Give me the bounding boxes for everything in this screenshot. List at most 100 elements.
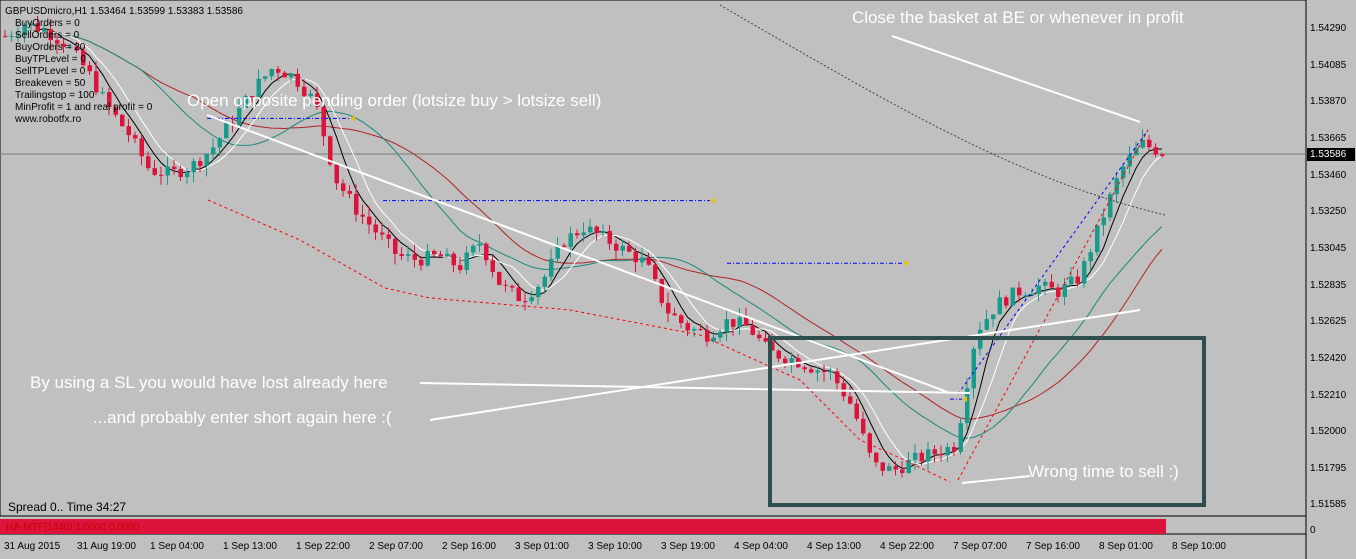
candle: [315, 93, 320, 107]
candle: [542, 276, 547, 287]
trade-line-buy: [957, 129, 1149, 395]
candle: [1121, 166, 1126, 179]
ea-param: BuyOrders = 0: [15, 18, 80, 29]
annotation-line: [206, 114, 951, 394]
candle: [341, 183, 346, 191]
candle: [724, 319, 729, 332]
candle: [269, 69, 274, 77]
candle: [308, 93, 313, 97]
candle: [971, 348, 976, 389]
candle: [276, 69, 281, 73]
candle: [94, 71, 99, 93]
candle: [1043, 281, 1048, 286]
candle: [289, 73, 294, 78]
pending-orders: [207, 115, 1149, 483]
candle: [685, 323, 690, 331]
candle: [874, 452, 879, 463]
chart-info: GBPUSDmicro,H1 1.53464 1.53599 1.53383 1…: [5, 6, 243, 126]
x-tick-label: 7 Sep 07:00: [953, 541, 1007, 552]
candle: [536, 286, 541, 298]
candle: [61, 43, 66, 48]
candle: [822, 370, 827, 373]
candle: [81, 50, 86, 66]
candle: [529, 297, 534, 302]
annotation-arrows: [206, 35, 1141, 484]
pending-order-marker: [903, 260, 908, 267]
x-tick-label: 2 Sep 16:00: [442, 541, 496, 552]
ea-param: MinProfit = 1 and real profit = 0: [15, 102, 153, 113]
candle: [373, 224, 378, 233]
candle: [159, 174, 164, 176]
candle: [16, 34, 21, 36]
candle: [120, 114, 125, 127]
x-tick-label: 4 Sep 22:00: [880, 541, 934, 552]
candle: [139, 138, 144, 157]
candle: [471, 245, 476, 253]
candle: [1082, 261, 1087, 284]
candle: [607, 230, 612, 244]
y-tick-label: 1.52625: [1310, 316, 1347, 328]
candle: [425, 251, 430, 266]
pending-order-marker: [962, 396, 967, 403]
candle: [952, 446, 957, 452]
candle: [386, 234, 391, 239]
candle: [588, 226, 593, 233]
candle: [991, 314, 996, 320]
candle: [581, 232, 586, 236]
x-tick-label: 3 Sep 10:00: [588, 541, 642, 552]
x-tick-label: 4 Sep 04:00: [734, 541, 788, 552]
candle: [809, 369, 814, 373]
y-tick-label: 1.52000: [1310, 426, 1347, 438]
candle: [3, 36, 8, 38]
ea-param: Trailingstop = 100: [15, 90, 95, 101]
candle: [503, 284, 508, 286]
candle: [549, 258, 554, 277]
candle: [750, 325, 755, 335]
candle: [263, 76, 268, 79]
ea-param: SellTPLevel = 0: [15, 66, 86, 77]
candle: [1147, 139, 1152, 148]
candle: [1023, 295, 1028, 297]
candle: [848, 396, 853, 404]
pending-order-marker: [710, 197, 715, 204]
candle: [55, 40, 60, 44]
candle: [737, 317, 742, 327]
candle: [204, 154, 209, 166]
candle: [464, 252, 469, 271]
candle: [568, 233, 573, 247]
candle: [555, 245, 560, 259]
annotation-enter-short: ...and probably enter short again here :…: [93, 408, 392, 427]
y-tick-label: 1.51795: [1310, 462, 1347, 474]
candle: [1108, 194, 1113, 218]
candle: [627, 245, 632, 252]
x-tick-label: 8 Sep 01:00: [1099, 541, 1153, 552]
candle: [172, 166, 177, 169]
candle: [984, 319, 989, 330]
candle: [1056, 287, 1061, 297]
candle: [458, 265, 463, 271]
candle: [757, 334, 762, 339]
ma-mid-teal: [4, 30, 1163, 439]
candle: [484, 243, 489, 261]
candle: [393, 238, 398, 255]
candle: [217, 138, 222, 148]
ea-param: SellOrders = 0: [15, 30, 80, 41]
candle: [919, 452, 924, 462]
candle: [68, 46, 73, 48]
candle: [718, 331, 723, 338]
candle: [789, 358, 794, 363]
candle: [640, 257, 645, 263]
candle: [854, 403, 859, 419]
candle: [887, 466, 892, 471]
candle: [1095, 225, 1100, 253]
candle: [1004, 297, 1009, 306]
candles: [3, 16, 1165, 478]
candle: [731, 319, 736, 327]
y-tick-label: 1.52210: [1310, 389, 1347, 401]
x-tick-label: 7 Sep 16:00: [1026, 541, 1080, 552]
ea-parameters: BuyOrders = 0 SellOrders = 0 BuyOrders = 2…: [5, 18, 243, 126]
y-tick-label: 1.53870: [1310, 96, 1347, 108]
candle: [1062, 284, 1067, 297]
x-tick-label: 4 Sep 13:00: [807, 541, 861, 552]
